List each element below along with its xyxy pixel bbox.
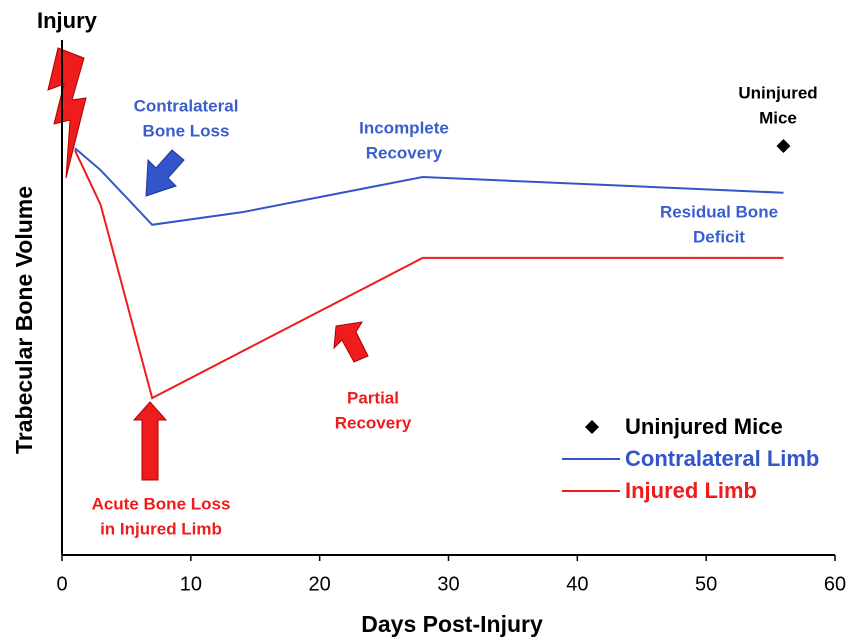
contralateral-arrow (145, 149, 185, 197)
annotation: Injury (37, 8, 98, 33)
annotation: Deficit (693, 227, 745, 246)
annotation: Partial (347, 388, 399, 407)
x-tick-label: 40 (566, 573, 588, 595)
x-tick-label: 10 (180, 573, 202, 595)
injury-bolt (47, 47, 87, 179)
y-axis-label: Trabecular Bone Volume (11, 186, 37, 454)
legend-label: Contralateral Limb (625, 446, 819, 471)
annotation: Recovery (335, 413, 412, 432)
x-tick-label: 0 (56, 573, 67, 595)
annotation: Recovery (366, 143, 443, 162)
annotation: Residual Bone (660, 202, 778, 221)
legend-marker (585, 420, 599, 434)
annotation: Mice (759, 108, 797, 127)
annotation: Acute Bone Loss (92, 494, 231, 513)
annotation: in Injured Limb (100, 519, 222, 538)
annotation: Incomplete (359, 118, 449, 137)
series-line (73, 149, 784, 400)
legend-label: Uninjured Mice (625, 414, 783, 439)
series-line (74, 147, 784, 226)
annotation: Bone Loss (143, 121, 230, 140)
x-tick-label: 30 (437, 573, 459, 595)
partial-arrow (333, 321, 369, 363)
x-tick-label: 20 (309, 573, 331, 595)
uninjured-point (776, 139, 791, 154)
legend-label: Injured Limb (625, 478, 757, 503)
x-tick-label: 50 (695, 573, 717, 595)
x-tick-label: 60 (824, 573, 846, 595)
x-axis-label: Days Post-Injury (361, 611, 543, 637)
acute-arrow (132, 401, 168, 481)
annotation: Uninjured (738, 83, 817, 102)
annotation: Contralateral (134, 96, 239, 115)
